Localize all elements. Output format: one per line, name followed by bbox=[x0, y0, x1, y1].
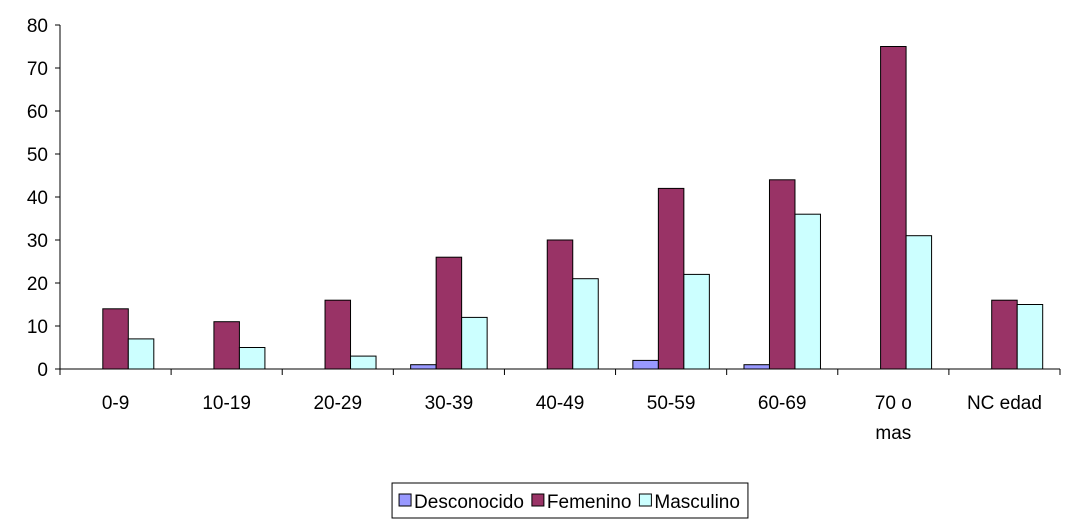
x-tick-label: 0-9 bbox=[101, 393, 130, 414]
x-tick-label-box: 60-69 bbox=[757, 393, 807, 414]
y-tick-label: 40 bbox=[27, 188, 48, 209]
x-tick-label-box: 0-9 bbox=[101, 393, 130, 414]
bar bbox=[768, 179, 796, 370]
x-tick-label: 50-59 bbox=[646, 393, 696, 414]
bar bbox=[213, 321, 240, 370]
x-tick-label: 20-29 bbox=[313, 393, 363, 414]
x-tick-label: 10-19 bbox=[202, 393, 251, 414]
bar bbox=[1016, 304, 1044, 370]
bar bbox=[350, 355, 377, 370]
bar bbox=[632, 359, 659, 370]
x-tick-label: 30-39 bbox=[424, 393, 474, 414]
x-tick-label-box: 50-59 bbox=[646, 393, 696, 414]
legend-label: Desconocido bbox=[414, 492, 524, 513]
bar bbox=[461, 316, 488, 370]
bar bbox=[880, 46, 907, 370]
y-tick-label: 0 bbox=[37, 360, 48, 381]
x-tick-label-box: 10-19 bbox=[202, 393, 251, 414]
legend-swatch bbox=[638, 493, 652, 507]
bar bbox=[905, 235, 933, 370]
x-tick-label: 60-69 bbox=[757, 393, 807, 414]
bar bbox=[794, 213, 821, 370]
y-tick-label: 10 bbox=[27, 317, 48, 338]
legend-swatch bbox=[531, 493, 545, 507]
bar bbox=[127, 338, 155, 370]
bar bbox=[683, 273, 710, 370]
x-tick-label: 40-49 bbox=[535, 393, 585, 414]
y-tick-label: 60 bbox=[27, 102, 48, 123]
y-tick-label: 70 bbox=[27, 59, 48, 80]
legend-label: Masculino bbox=[654, 492, 740, 513]
legend-swatch bbox=[398, 493, 412, 507]
x-tick-label-box: 20-29 bbox=[313, 393, 363, 414]
y-tick-label: 80 bbox=[27, 16, 48, 37]
x-tick-label-box: NC edad bbox=[966, 393, 1042, 414]
y-tick-label: 50 bbox=[27, 145, 48, 166]
bar bbox=[238, 347, 266, 370]
bar bbox=[572, 278, 599, 370]
bar bbox=[657, 187, 685, 370]
bar bbox=[102, 308, 129, 370]
bar bbox=[410, 364, 437, 370]
y-tick-label: 20 bbox=[27, 274, 48, 295]
legend-label: Femenino bbox=[547, 492, 632, 513]
x-tick-label-box: 70 o mas bbox=[874, 393, 912, 444]
x-tick-label: 70 o mas bbox=[874, 393, 912, 444]
bar bbox=[991, 299, 1018, 370]
x-tick-label-box: 30-39 bbox=[424, 393, 474, 414]
legend-box bbox=[391, 482, 749, 519]
y-tick-label: 30 bbox=[27, 231, 48, 252]
x-tick-label: NC edad bbox=[966, 393, 1042, 414]
x-tick-label-box: 40-49 bbox=[535, 393, 585, 414]
bar bbox=[743, 364, 770, 370]
bar bbox=[435, 256, 463, 370]
bar bbox=[324, 299, 352, 370]
bar bbox=[546, 239, 574, 370]
